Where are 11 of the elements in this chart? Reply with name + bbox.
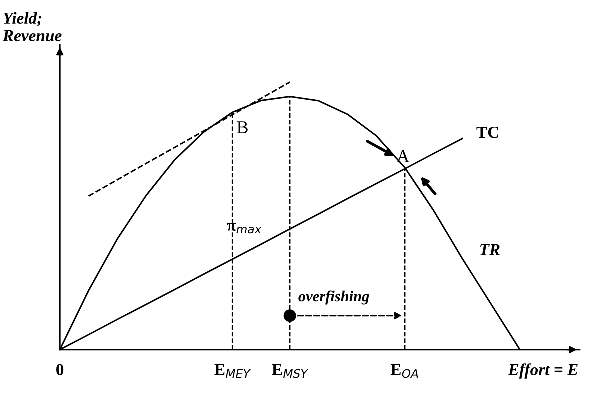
annotation: A: [396, 150, 410, 162]
x-tick-label: E$_{MEY}$: [214, 364, 252, 378]
x-tick-label: E$_{OA}$: [390, 364, 418, 378]
x-axis-title: Effort = E: [508, 364, 578, 379]
series-label: TR: [480, 244, 500, 256]
x-tick-label: 0: [56, 364, 64, 376]
annotation: overfishing: [298, 290, 370, 305]
x-tick-label: E$_{MSY}$: [272, 364, 309, 378]
annotation: B: [237, 122, 248, 134]
series-label: TC: [476, 126, 498, 138]
y-axis-title: Yield; Revenue: [2, 12, 62, 42]
